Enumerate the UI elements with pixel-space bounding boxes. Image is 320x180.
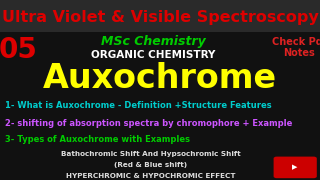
FancyBboxPatch shape — [274, 157, 317, 178]
Text: MSc Chemistry: MSc Chemistry — [101, 35, 206, 48]
Text: HYPERCHROMIC & HYPOCHROMIC EFFECT: HYPERCHROMIC & HYPOCHROMIC EFFECT — [66, 172, 235, 179]
Text: (Red & Blue shift): (Red & Blue shift) — [114, 162, 187, 168]
Text: Ultra Violet & Visible Spectroscopy: Ultra Violet & Visible Spectroscopy — [2, 10, 318, 25]
Text: 1- What is Auxochrome - Definition +Structure Features: 1- What is Auxochrome - Definition +Stru… — [5, 101, 271, 110]
Text: Bathochromic Shift And Hypsochromic Shift: Bathochromic Shift And Hypsochromic Shif… — [60, 151, 240, 157]
Text: ▶: ▶ — [292, 164, 298, 170]
Text: 2- shifting of absorption spectra by chromophore + Example: 2- shifting of absorption spectra by chr… — [5, 119, 292, 128]
Text: 3- Types of Auxochrome with Examples: 3- Types of Auxochrome with Examples — [5, 135, 190, 144]
FancyBboxPatch shape — [0, 0, 320, 32]
Text: 05: 05 — [0, 35, 37, 64]
Text: ORGANIC CHEMISTRY: ORGANIC CHEMISTRY — [92, 50, 216, 60]
Text: Check Pdf
Notes: Check Pdf Notes — [272, 37, 320, 58]
Text: Auxochrome: Auxochrome — [43, 62, 277, 95]
